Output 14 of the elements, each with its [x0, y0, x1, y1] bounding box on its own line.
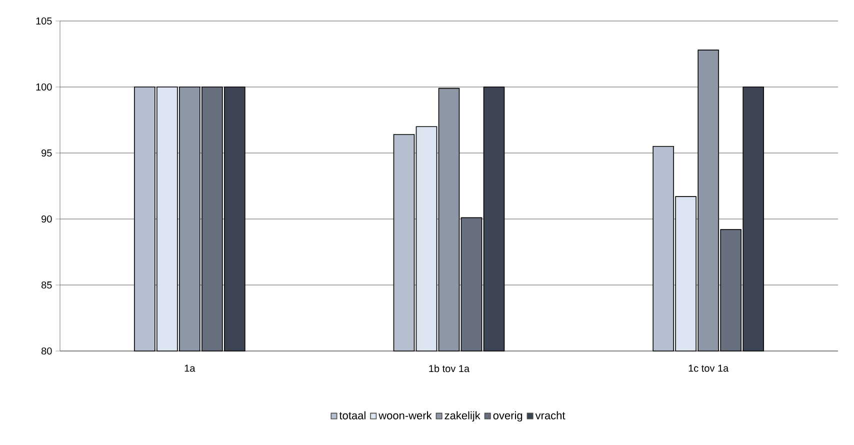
legend-label: woon-werk — [378, 411, 432, 420]
y-tick-label: 80 — [42, 347, 52, 355]
x-tick-label: 1a — [184, 364, 196, 372]
x-tick-label: 1c tov 1a — [688, 364, 729, 372]
y-tick-label: 105 — [36, 17, 52, 25]
legend-label: zakelijk — [444, 411, 480, 422]
legend-label: vracht — [535, 411, 566, 420]
y-tick-label: 95 — [42, 149, 52, 157]
y-tick-label: 100 — [36, 83, 52, 91]
legend-label: overig — [493, 411, 522, 422]
y-tick-label: 90 — [42, 215, 52, 223]
legend-label: totaal — [339, 411, 366, 420]
x-tick-label: 1b tov 1a — [429, 364, 470, 372]
y-tick-label: 85 — [42, 281, 52, 289]
